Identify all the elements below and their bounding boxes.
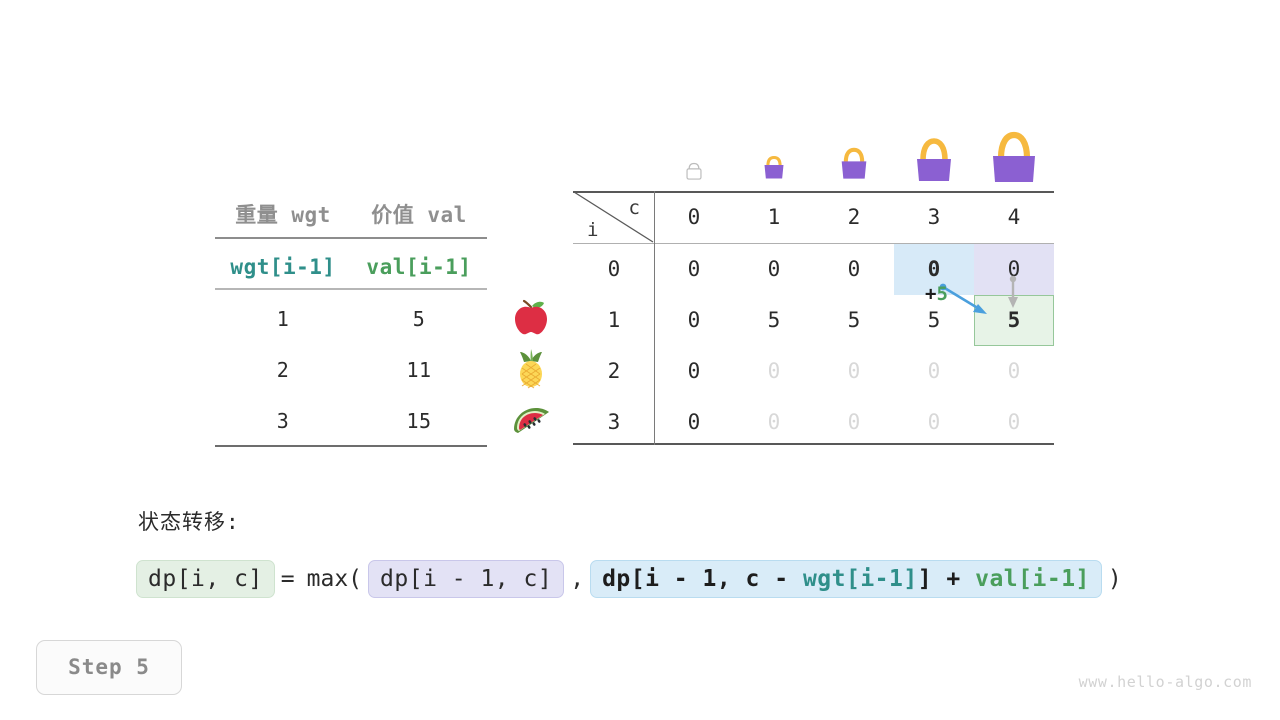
dp-cell-2-2: 0 xyxy=(847,359,861,383)
item-table-rule-top xyxy=(215,237,487,239)
bag-icon-2 xyxy=(814,128,894,186)
item-table-rule-mid xyxy=(215,288,487,290)
item-row-1-val: 11 xyxy=(406,358,432,382)
formula-option-b-prefix: dp[i - 1, c - xyxy=(602,566,803,592)
dp-cell-1-1: 5 xyxy=(767,308,781,332)
column-axis-label: c xyxy=(628,197,640,219)
item-row-1-wgt: 2 xyxy=(276,358,290,382)
formula-close: ) xyxy=(1107,566,1122,592)
plus-value-annotation: +5 xyxy=(925,283,948,305)
dp-cell-3-2: 0 xyxy=(847,410,861,434)
dp-cell-3-4: 0 xyxy=(1007,410,1021,434)
plus-sign: + xyxy=(925,283,937,305)
dp-grid: c i 0 1 2 3 4 0 1 2 3 0 0 0 0 0 0 5 5 5 … xyxy=(573,131,1054,445)
formula-max-open: max( xyxy=(306,566,363,592)
dp-cell-0-2: 0 xyxy=(847,257,861,281)
row-axis-label: i xyxy=(587,219,599,241)
dp-cell-1-2: 5 xyxy=(847,308,861,332)
item-table-subheader-val: val[i-1] xyxy=(366,255,472,279)
item-row-2-wgt: 3 xyxy=(276,409,290,433)
row-header-0: 0 xyxy=(607,257,621,281)
row-header-2: 2 xyxy=(607,359,621,383)
item-table-subheader-wgt: wgt[i-1] xyxy=(230,255,336,279)
dp-cell-0-4: 0 xyxy=(1007,257,1021,281)
formula-option-b-val: val[i-1] xyxy=(975,566,1090,592)
formula-equals: = xyxy=(280,566,295,592)
bag-icon-4 xyxy=(974,128,1054,186)
dp-cell-2-4: 0 xyxy=(1007,359,1021,383)
grid-vertical-divider xyxy=(654,191,655,445)
column-header-3: 3 xyxy=(927,205,941,229)
watermark: www.hello-algo.com xyxy=(1078,673,1252,691)
transition-label: 状态转移: xyxy=(138,510,240,534)
dp-cell-1-4: 5 xyxy=(1007,308,1021,332)
bag-icon-1 xyxy=(734,128,814,186)
item-row-2-val: 15 xyxy=(406,409,432,433)
column-header-1: 1 xyxy=(767,205,781,229)
dp-cell-2-3: 0 xyxy=(927,359,941,383)
dp-cell-3-3: 0 xyxy=(927,410,941,434)
grid-rule-header xyxy=(573,243,1054,244)
step-badge: Step 5 xyxy=(36,640,182,695)
column-header-0: 0 xyxy=(687,205,701,229)
dp-cell-1-3: 5 xyxy=(927,308,941,332)
item-table-header-val: 价值 val xyxy=(371,203,467,227)
item-table-header-wgt: 重量 wgt xyxy=(235,203,331,227)
formula-option-b-mid: ] + xyxy=(917,566,976,592)
table-row: 3 15 xyxy=(215,396,487,447)
item-row-0-wgt: 1 xyxy=(276,307,290,331)
formula-option-a: dp[i - 1, c] xyxy=(368,560,565,598)
column-header-4: 4 xyxy=(1007,205,1021,229)
item-table-subheader-row: wgt[i-1] val[i-1] xyxy=(215,242,487,293)
apple-icon xyxy=(508,294,554,340)
dp-cell-0-3: 0 xyxy=(927,257,941,281)
formula-comma: , xyxy=(570,566,585,592)
item-table-header-row: 重量 wgt 价值 val xyxy=(215,190,487,241)
plus-value: 5 xyxy=(936,283,948,305)
column-header-2: 2 xyxy=(847,205,861,229)
dp-cell-1-0: 0 xyxy=(687,308,701,332)
dp-cell-3-0: 0 xyxy=(687,410,701,434)
pineapple-icon xyxy=(508,345,554,391)
dp-cell-2-0: 0 xyxy=(687,359,701,383)
row-header-3: 3 xyxy=(607,410,621,434)
table-row: 2 11 xyxy=(215,345,487,396)
dp-cell-3-1: 0 xyxy=(767,410,781,434)
table-row: 1 5 xyxy=(215,294,487,345)
grid-rule-bottom xyxy=(573,443,1054,445)
bag-icon-3 xyxy=(894,128,974,186)
item-table-rule-bottom xyxy=(215,445,487,447)
watermelon-icon xyxy=(508,396,554,442)
grid-corner-cell: c i xyxy=(573,191,654,243)
row-header-1: 1 xyxy=(607,308,621,332)
dp-cell-0-0: 0 xyxy=(687,257,701,281)
formula-target: dp[i, c] xyxy=(136,560,275,598)
grid-rule-top xyxy=(573,191,1054,193)
formula-option-b: dp[i - 1, c - wgt[i-1]] + val[i-1] xyxy=(590,560,1102,598)
item-row-0-val: 5 xyxy=(412,307,426,331)
formula-option-b-wgt: wgt[i-1] xyxy=(802,566,918,592)
transition-formula: dp[i, c] = max( dp[i - 1, c] , dp[i - 1,… xyxy=(136,560,1128,598)
bag-icon-0 xyxy=(654,128,734,186)
dp-cell-0-1: 0 xyxy=(767,257,781,281)
dp-cell-2-1: 0 xyxy=(767,359,781,383)
corner-diagonal-line xyxy=(573,191,654,243)
